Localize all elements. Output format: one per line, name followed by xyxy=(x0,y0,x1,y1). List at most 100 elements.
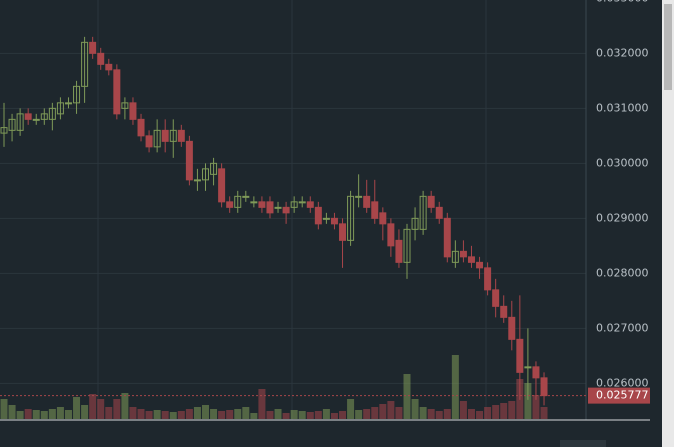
candle-body xyxy=(500,305,508,318)
volume-bar xyxy=(202,405,209,419)
candle-body xyxy=(81,41,89,87)
volume-bar xyxy=(427,409,435,419)
candle-body xyxy=(97,52,105,65)
volume-bar xyxy=(508,401,516,419)
candle-body xyxy=(121,102,129,109)
candle-body xyxy=(451,250,459,263)
volume-bar xyxy=(234,409,242,419)
volume-bar xyxy=(484,407,492,419)
candle-body xyxy=(339,223,347,241)
candle-body xyxy=(484,267,492,291)
candle-body xyxy=(234,195,242,208)
volume-bar xyxy=(419,407,427,419)
candle-body xyxy=(371,201,379,219)
y-tick-label: 0.032000 xyxy=(596,46,649,59)
candle-body xyxy=(435,206,443,219)
candle-body xyxy=(0,127,8,134)
volume-bar xyxy=(242,407,250,419)
volume-bar xyxy=(459,401,467,419)
volume-bar xyxy=(218,411,226,419)
volume-bar xyxy=(322,409,330,419)
volume-bar xyxy=(64,410,72,419)
candle-body xyxy=(314,206,322,225)
candle-body xyxy=(89,41,97,54)
volume-bar xyxy=(467,409,475,419)
candle-body xyxy=(427,195,435,208)
y-tick-label: 0.030000 xyxy=(596,156,649,169)
candle-body xyxy=(202,168,209,181)
volume-bar xyxy=(476,411,484,419)
volume-bar xyxy=(24,409,32,419)
y-tick-label: 0.028000 xyxy=(596,266,649,279)
candle-body xyxy=(322,217,330,220)
candle-body xyxy=(56,102,64,115)
volume-bar xyxy=(387,401,395,419)
candle-body xyxy=(387,223,395,247)
y-tick-label: 0.027000 xyxy=(596,321,649,334)
volume-bar xyxy=(363,409,371,419)
candle-body xyxy=(105,63,113,71)
candle-body xyxy=(411,217,419,230)
y-tick-label: 0.029000 xyxy=(596,211,649,224)
scrollbar[interactable] xyxy=(662,0,674,447)
volume-bar xyxy=(524,383,532,419)
y-tick-label: 0.033000 xyxy=(596,0,649,4)
volume-bar xyxy=(258,389,266,419)
last-price-box xyxy=(588,387,650,404)
candle-body xyxy=(443,217,451,258)
volume-bar xyxy=(371,407,379,419)
volume-bar xyxy=(8,405,16,419)
candle-body xyxy=(8,118,16,131)
volume-bar xyxy=(169,412,177,419)
volume-bar xyxy=(153,410,161,419)
volume-bar xyxy=(403,374,411,419)
volume-bar xyxy=(451,355,459,419)
candle-body xyxy=(16,113,24,131)
volume-bar xyxy=(73,397,81,419)
volume-bar xyxy=(89,394,97,419)
volume-bar xyxy=(532,395,540,419)
candle-body xyxy=(258,201,266,208)
candle-body xyxy=(379,212,387,225)
candle-body xyxy=(419,195,427,230)
candle-body xyxy=(73,85,81,104)
candle-body xyxy=(290,201,298,208)
volume-bar xyxy=(0,399,8,419)
candle-body xyxy=(242,195,250,198)
candle-body xyxy=(459,250,467,258)
candle-body xyxy=(524,366,532,369)
candle-body xyxy=(266,201,274,214)
volume-bar xyxy=(97,399,105,419)
candle-body xyxy=(24,113,32,120)
volume-bar xyxy=(500,403,508,419)
candle-body xyxy=(395,239,403,263)
volume-bar xyxy=(56,407,64,419)
volume-bar xyxy=(105,407,113,419)
candle-body xyxy=(129,102,137,120)
volume-bar xyxy=(330,413,338,419)
volume-bar xyxy=(274,409,282,419)
volume-bar xyxy=(40,411,48,419)
candle-body xyxy=(363,195,371,208)
candle-body xyxy=(306,201,314,208)
candle-body xyxy=(508,316,516,340)
volume-bar xyxy=(250,413,258,419)
nav-button[interactable] xyxy=(560,440,606,447)
candle-body xyxy=(282,206,290,214)
candle-body xyxy=(330,217,338,225)
candle-body xyxy=(298,201,306,204)
scroll-thumb[interactable] xyxy=(664,4,672,90)
candle-body xyxy=(532,366,540,379)
volume-bar xyxy=(411,399,419,419)
volume-bar xyxy=(177,411,185,419)
volume-bar xyxy=(226,410,234,419)
volume-bar xyxy=(435,411,443,419)
volume-bar xyxy=(121,393,129,419)
candle-body xyxy=(177,129,185,142)
candle-body xyxy=(40,113,48,120)
volume-bar xyxy=(314,411,322,419)
volume-bar xyxy=(129,407,137,419)
y-tick-label: 0.026000 xyxy=(596,376,649,389)
volume-bar xyxy=(48,409,56,419)
